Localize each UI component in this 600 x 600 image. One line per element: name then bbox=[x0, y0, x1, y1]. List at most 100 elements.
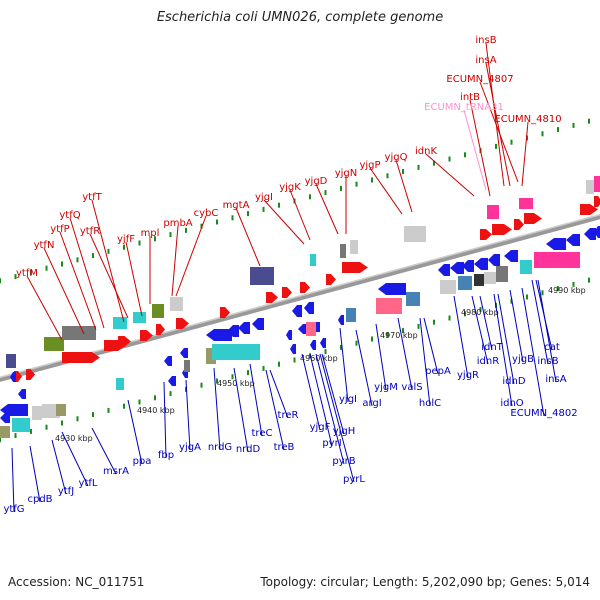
gene-label: fbp bbox=[158, 450, 174, 461]
gene-box bbox=[44, 337, 64, 351]
label-line bbox=[479, 295, 493, 351]
reverse-gene-arrow bbox=[338, 315, 344, 325]
label-line bbox=[485, 62, 511, 187]
reverse-gene-arrow bbox=[206, 329, 232, 341]
label-line bbox=[423, 317, 439, 375]
reverse-gene-arrow bbox=[298, 324, 308, 334]
label-line bbox=[43, 247, 85, 335]
label-line bbox=[339, 327, 349, 403]
scale-label: 4950 kbp bbox=[217, 379, 255, 388]
gene-box bbox=[6, 354, 16, 368]
scale-label: 4960 kbp bbox=[300, 354, 338, 363]
label-line bbox=[11, 447, 15, 513]
label-line bbox=[419, 317, 431, 407]
label-line bbox=[263, 199, 305, 245]
gene-box bbox=[170, 297, 183, 311]
reverse-gene-arrow bbox=[10, 372, 16, 382]
gene-label: ECUMN_4810 bbox=[494, 114, 561, 125]
forward-gene-arrow bbox=[300, 282, 310, 293]
label-line bbox=[269, 369, 289, 419]
label-line bbox=[453, 295, 469, 379]
forward-gene-arrow bbox=[26, 369, 35, 380]
gene-box bbox=[212, 344, 260, 360]
gene-label: yjgQ bbox=[385, 152, 408, 163]
label-line bbox=[315, 353, 345, 465]
label-line bbox=[469, 99, 491, 197]
gene-box bbox=[487, 205, 499, 219]
gene-label: idnD bbox=[502, 376, 525, 387]
gene-label: ppa bbox=[133, 456, 152, 467]
gene-label: ytfR bbox=[80, 226, 100, 237]
gene-box bbox=[520, 260, 532, 274]
scale-label: 4940 kbp bbox=[137, 406, 175, 415]
gene-label: treC bbox=[252, 428, 273, 439]
reverse-gene-arrow bbox=[474, 258, 488, 270]
label-line bbox=[485, 42, 505, 187]
gene-box bbox=[42, 404, 60, 418]
label-line bbox=[535, 279, 553, 351]
gene-label: yjgP bbox=[359, 160, 380, 171]
reverse-gene-arrow bbox=[594, 226, 600, 238]
gene-box bbox=[62, 326, 96, 340]
gene-box bbox=[458, 276, 472, 290]
scale-label: 4970 kbp bbox=[380, 331, 418, 340]
gene-label: treB bbox=[274, 442, 295, 453]
label-line bbox=[175, 215, 207, 297]
gene-label: cpdB bbox=[27, 494, 52, 505]
forward-gene-arrow bbox=[492, 224, 512, 235]
gene-label: ytfT bbox=[82, 192, 102, 203]
label-line bbox=[521, 287, 545, 417]
label-line bbox=[537, 279, 557, 383]
gene-box bbox=[250, 267, 274, 285]
gene-label: ECUMN_tRNA31 bbox=[424, 102, 504, 113]
gene-label: yjgN bbox=[335, 168, 358, 179]
gene-label: yjgI bbox=[339, 394, 357, 405]
label-line bbox=[321, 353, 345, 435]
label-line bbox=[171, 225, 179, 297]
label-line bbox=[163, 381, 167, 459]
gene-label: ytfN bbox=[34, 240, 55, 251]
reverse-gene-arrow bbox=[462, 260, 474, 272]
label-line bbox=[493, 293, 513, 407]
forward-gene-arrow bbox=[220, 307, 230, 318]
gene-label: yjfF bbox=[117, 234, 135, 245]
label-line bbox=[395, 159, 413, 213]
gene-box bbox=[594, 176, 600, 192]
gene-box bbox=[340, 244, 346, 258]
label-line bbox=[51, 439, 67, 495]
reverse-gene-arrow bbox=[310, 340, 316, 350]
gene-label: yjgA bbox=[179, 442, 201, 453]
gene-label: ECUMN_4807 bbox=[446, 74, 513, 85]
gene-label: pepA bbox=[425, 366, 451, 377]
gene-label: pyrL bbox=[343, 474, 365, 485]
forward-gene-arrow bbox=[156, 324, 165, 335]
gene-label: pyrI bbox=[322, 438, 341, 449]
label-line bbox=[127, 399, 143, 465]
gene-box bbox=[56, 404, 66, 416]
gene-label: yjgH bbox=[333, 426, 356, 437]
gene-label: intB bbox=[460, 92, 480, 103]
label-line bbox=[91, 427, 117, 475]
gene-label: ytfM bbox=[16, 268, 38, 279]
forward-gene-arrow bbox=[480, 229, 492, 240]
reverse-gene-arrow bbox=[546, 238, 566, 250]
label-line bbox=[425, 153, 475, 197]
label-line bbox=[235, 207, 261, 267]
forward-gene-arrow bbox=[514, 219, 524, 230]
gene-label: idnR bbox=[477, 356, 499, 367]
gene-label: yjgI bbox=[255, 192, 273, 203]
gene-box bbox=[534, 252, 580, 268]
gene-box bbox=[310, 254, 316, 266]
label-line bbox=[249, 363, 263, 437]
genome-summary: Topology: circular; Length: 5,202,090 bp… bbox=[260, 575, 590, 589]
gene-label: cybC bbox=[194, 208, 219, 219]
forward-gene-arrow bbox=[580, 204, 598, 215]
gene-label: yjgF bbox=[310, 422, 331, 433]
scale-label: 4930 kbp bbox=[55, 434, 93, 443]
label-line bbox=[463, 109, 487, 191]
gene-label: insB bbox=[537, 356, 558, 367]
label-line bbox=[61, 431, 89, 487]
forward-gene-arrow bbox=[342, 262, 368, 273]
gene-box bbox=[484, 272, 496, 284]
